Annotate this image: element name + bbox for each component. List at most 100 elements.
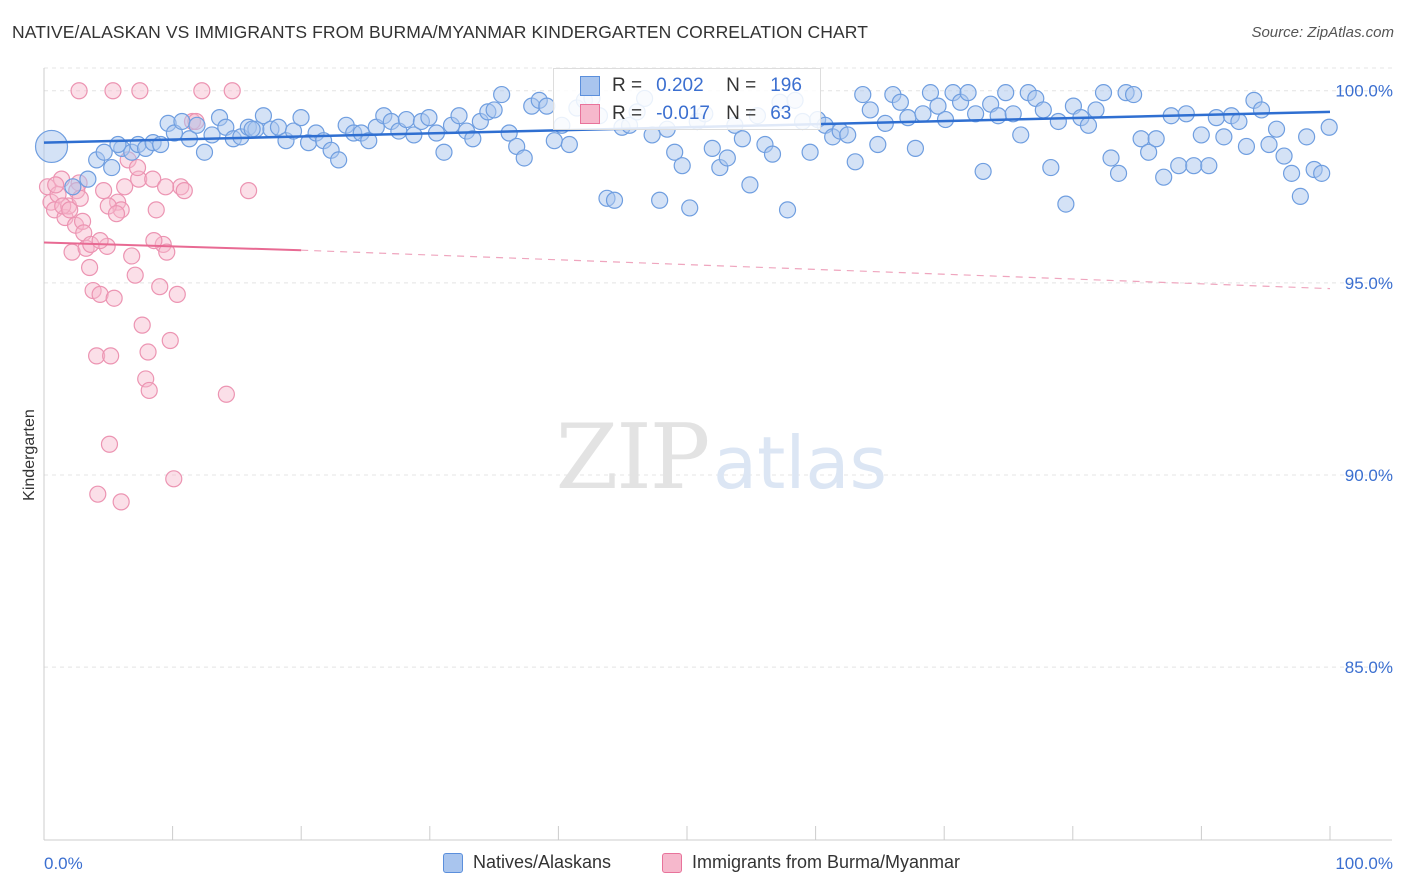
data-point-natives xyxy=(545,132,563,150)
data-point-natives xyxy=(485,101,503,119)
data-point-burma xyxy=(217,385,235,403)
x-tick-label: 100.0% xyxy=(1335,854,1393,873)
data-point-natives xyxy=(1177,105,1195,123)
data-point-natives xyxy=(1282,164,1301,182)
data-point-natives xyxy=(1057,195,1075,213)
data-point-natives xyxy=(450,107,468,125)
data-point-natives xyxy=(666,143,684,161)
data-point-natives xyxy=(718,149,736,167)
data-point-natives xyxy=(1042,158,1060,177)
data-point-burma xyxy=(133,316,151,334)
data-point-natives xyxy=(464,130,482,148)
data-point-natives xyxy=(1012,126,1030,144)
data-point-natives xyxy=(959,84,977,102)
data-point-natives xyxy=(1207,109,1225,127)
data-point-burma xyxy=(175,182,193,200)
data-point-burma xyxy=(156,178,175,196)
data-point-natives xyxy=(188,116,206,134)
data-point-burma xyxy=(91,285,109,303)
data-point-burma xyxy=(193,82,211,100)
data-point-natives xyxy=(1267,120,1286,138)
data-point-natives xyxy=(1320,118,1338,136)
data-point-burma xyxy=(165,470,183,488)
legend-swatch-pink xyxy=(662,852,682,873)
data-point-natives xyxy=(420,109,438,127)
data-point-natives xyxy=(330,151,348,169)
data-point-natives xyxy=(906,139,925,157)
data-point-burma xyxy=(151,278,169,296)
data-point-burma xyxy=(131,82,149,100)
data-point-natives xyxy=(703,139,721,157)
legend-label-natives: Natives/Alaskans xyxy=(473,852,612,872)
legend-r-value: 0.202 xyxy=(656,75,704,96)
legend-r-label: R = xyxy=(612,75,643,96)
axes xyxy=(43,68,1392,841)
data-point-burma xyxy=(168,285,186,303)
data-point-burma xyxy=(102,347,120,365)
data-point-burma xyxy=(61,201,79,219)
y-tick-label: 90.0% xyxy=(1345,466,1393,485)
data-point-natives xyxy=(254,107,273,125)
data-point-natives xyxy=(673,157,691,175)
data-point-natives xyxy=(1049,112,1067,131)
watermark-atlas: atlas xyxy=(713,421,887,505)
data-point-natives xyxy=(1298,128,1316,146)
data-point-burma xyxy=(91,231,109,250)
data-point-natives xyxy=(1087,101,1105,119)
data-point-natives xyxy=(103,158,121,177)
data-point-natives xyxy=(515,149,533,167)
data-point-natives xyxy=(1124,85,1143,104)
legend-n-label: N = xyxy=(726,75,757,96)
data-point-natives xyxy=(869,135,887,154)
x-tick-label: 0.0% xyxy=(44,854,83,873)
data-point-natives xyxy=(493,85,511,104)
data-point-natives xyxy=(1140,143,1158,161)
legend-n-label: N = xyxy=(726,103,757,124)
legend-row-blue: R = 0.202 N = 196 xyxy=(554,72,802,100)
data-point-burma xyxy=(70,82,88,100)
data-point-natives xyxy=(79,170,97,188)
data-point-burma xyxy=(145,231,163,250)
data-point-natives xyxy=(243,120,261,138)
data-point-burma xyxy=(139,343,157,361)
data-point-burma xyxy=(147,201,165,219)
data-point-natives xyxy=(741,176,759,194)
data-point-natives xyxy=(195,143,214,161)
data-point-burma xyxy=(158,243,176,261)
data-point-burma xyxy=(123,247,141,265)
data-point-natives xyxy=(1170,157,1188,175)
data-point-burma xyxy=(89,485,107,503)
watermark-zip: ZIP xyxy=(556,405,709,510)
data-point-burma xyxy=(80,258,99,277)
trend-line-burma xyxy=(43,241,302,252)
data-point-natives xyxy=(435,143,453,161)
source-label: Source: ZipAtlas.com xyxy=(1251,24,1394,41)
legend-item-natives: Natives/Alaskans xyxy=(443,852,611,873)
data-point-natives xyxy=(839,126,857,144)
legend-r-label: R = xyxy=(612,103,643,124)
chart-title: NATIVE/ALASKAN VS IMMIGRANTS FROM BURMA/… xyxy=(12,22,869,42)
data-point-burma xyxy=(140,381,158,400)
y-tick-label: 95.0% xyxy=(1345,274,1393,293)
data-point-natives xyxy=(1313,164,1331,182)
data-point-natives xyxy=(1155,168,1173,186)
data-point-natives xyxy=(397,110,415,129)
legend-n-value: 63 xyxy=(770,103,792,124)
data-point-natives xyxy=(778,201,797,219)
data-point-burma xyxy=(223,82,241,100)
data-point-burma xyxy=(107,205,126,223)
data-point-natives xyxy=(891,93,909,111)
data-point-natives xyxy=(967,105,985,123)
data-point-natives xyxy=(1215,128,1233,146)
data-point-natives xyxy=(921,84,940,102)
data-point-natives xyxy=(929,97,947,115)
data-point-natives xyxy=(801,143,819,161)
data-point-natives xyxy=(1230,112,1248,131)
legend-item-burma: Immigrants from Burma/Myanmar xyxy=(662,852,960,873)
data-point-burma xyxy=(128,158,147,177)
legend-row-pink: R = -0.017 N = 63 xyxy=(554,100,791,128)
legend-r-value: -0.017 xyxy=(656,103,710,124)
legend-swatch-pink xyxy=(580,104,600,124)
legend-label-burma: Immigrants from Burma/Myanmar xyxy=(692,852,961,872)
data-point-natives xyxy=(651,191,669,209)
